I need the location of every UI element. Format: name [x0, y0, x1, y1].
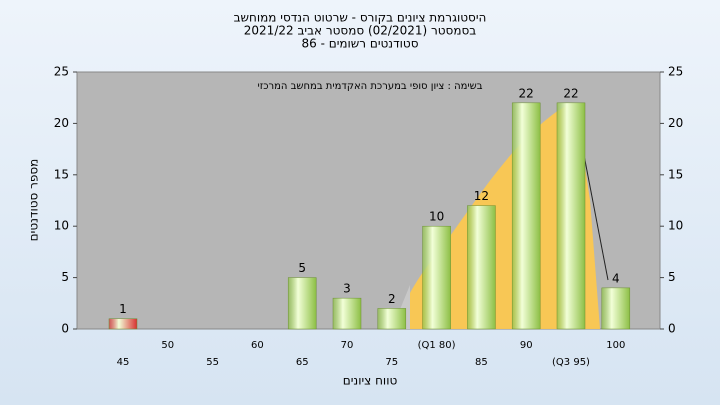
- y-tick-label: 15: [54, 167, 69, 181]
- x-tick-label: 70: [341, 340, 354, 351]
- data-label: 22: [563, 86, 578, 100]
- y2-tick-label: 15: [668, 167, 683, 181]
- bar: [108, 318, 138, 330]
- bar: [511, 102, 541, 330]
- y-tick-label: 20: [54, 116, 69, 130]
- data-label: 22: [519, 86, 534, 100]
- data-label: 1: [119, 302, 127, 316]
- x-tick-label: 45: [117, 357, 130, 368]
- y2-tick-label: 20: [668, 116, 683, 130]
- x-tick-label: 60: [251, 340, 264, 351]
- y2-tick-label: 25: [668, 65, 683, 79]
- bar: [332, 297, 362, 330]
- x-tick-label: (Q3 95): [552, 357, 590, 368]
- data-label: 10: [429, 210, 444, 224]
- x-tick-label: (Q1 80): [418, 340, 456, 351]
- bar: [467, 205, 496, 330]
- chart-subtitle: בסמסטר (02/2021) סמסטר אביב 2021/22: [244, 24, 476, 38]
- bar: [422, 225, 451, 330]
- y-tick-label: 0: [61, 322, 69, 336]
- y2-tick-label: 5: [668, 270, 676, 284]
- y2-tick-label: 10: [668, 219, 683, 233]
- bar: [377, 308, 407, 330]
- y-axis-label: מספר סטודנטים: [27, 159, 41, 242]
- data-label: 4: [612, 271, 620, 285]
- bar: [601, 287, 631, 330]
- data-label: 5: [298, 261, 306, 275]
- x-tick-label: 90: [520, 340, 533, 351]
- x-tick-label: 100: [606, 340, 625, 351]
- y-tick-label: 25: [54, 65, 69, 79]
- chart-title: היסטוגרמת ציונים בקורס - שרטוט הנדסי ממו…: [234, 11, 487, 25]
- y2-tick-label: 0: [668, 322, 676, 336]
- x-tick-label: 50: [161, 340, 174, 351]
- x-tick-label: 55: [206, 357, 219, 368]
- x-axis-label: טווח ציונים: [343, 374, 398, 388]
- trend-line: [582, 149, 609, 281]
- y-tick-label: 10: [54, 219, 69, 233]
- data-label: 12: [474, 189, 489, 203]
- bar: [287, 277, 317, 330]
- y-tick-label: 5: [61, 270, 69, 284]
- annotation: בשימה : ציון סופי במערכת האקדמית במחשב ה…: [258, 81, 483, 92]
- x-tick-label: 65: [296, 357, 309, 368]
- bar: [556, 102, 586, 330]
- x-tick-label: 75: [385, 357, 398, 368]
- data-label: 3: [343, 282, 351, 296]
- x-tick-label: 85: [475, 357, 488, 368]
- chart-subtitle: סטודנטים רשומים - 86: [301, 37, 418, 51]
- data-label: 2: [388, 292, 396, 306]
